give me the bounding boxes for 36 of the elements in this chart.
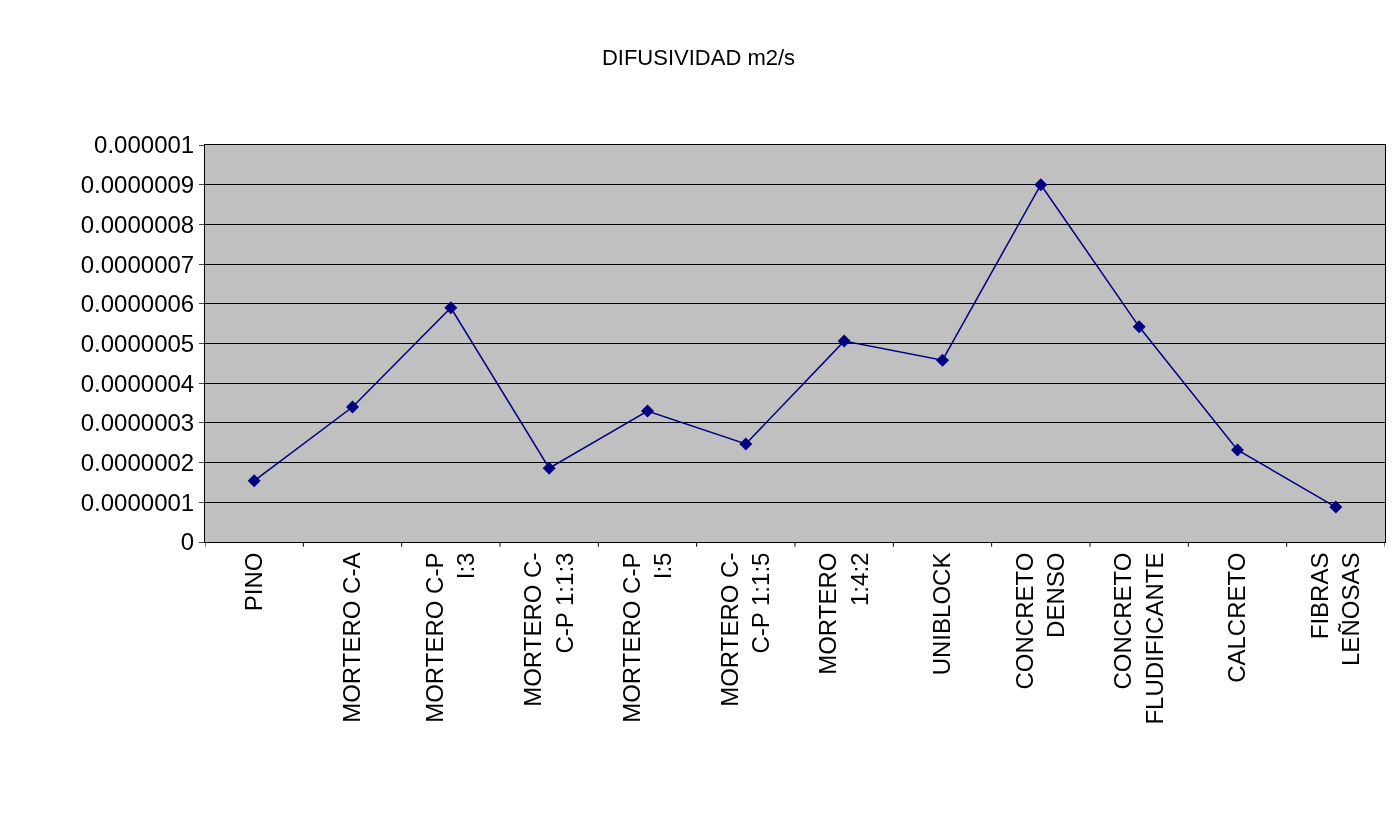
x-tick-label: MORTERO C-P I:5 [617,552,676,723]
x-tick-label: CALCRETO [1223,552,1251,683]
y-tick-label: 0.0000006 [80,290,195,318]
x-tick-label: PINO [239,552,267,612]
x-tick-label: FIBRAS LEÑOSAS [1306,552,1365,666]
x-tick-label: MORTERO C- C-P 1:1:5 [716,552,775,707]
y-tick-label: 0.0000009 [80,171,195,199]
y-tick-label: 0.000001 [94,131,195,159]
point [444,301,458,315]
y-tick-label: 0 [180,528,195,556]
point [247,474,261,488]
point [739,437,753,451]
x-tick-label: MORTERO C- C-P 1:1:3 [519,552,578,707]
point [1329,500,1343,514]
y-tick-label: 0.0000001 [80,488,195,516]
point [1034,178,1048,192]
chart-title: DIFUSIVIDAD m2/s [601,44,796,70]
point [1132,320,1146,334]
y-tick-label: 0.0000003 [80,409,195,437]
y-tick-label: 0.0000007 [80,250,195,278]
x-tick-label: MORTERO C-A [338,552,366,723]
x-tick-label: UNIBLOCK [928,552,956,676]
point [542,461,556,475]
point [1231,443,1244,457]
x-tick-label: CONCRETO DENSO [1011,552,1070,690]
x-tick-label: CONCRETO FLUDIFICANTE [1109,552,1168,725]
point [837,334,851,348]
x-tick-label: MORTERO 1:4:2 [814,552,873,675]
y-tick-label: 0.0000004 [80,369,195,397]
point [346,400,359,414]
y-tick-label: 0.0000002 [80,449,195,476]
point [641,404,654,418]
x-tick-label: MORTERO C-P I:3 [421,552,480,723]
y-tick-label: 0.0000008 [80,210,195,238]
y-tick-label: 0.0000005 [80,329,195,357]
point [936,353,949,367]
